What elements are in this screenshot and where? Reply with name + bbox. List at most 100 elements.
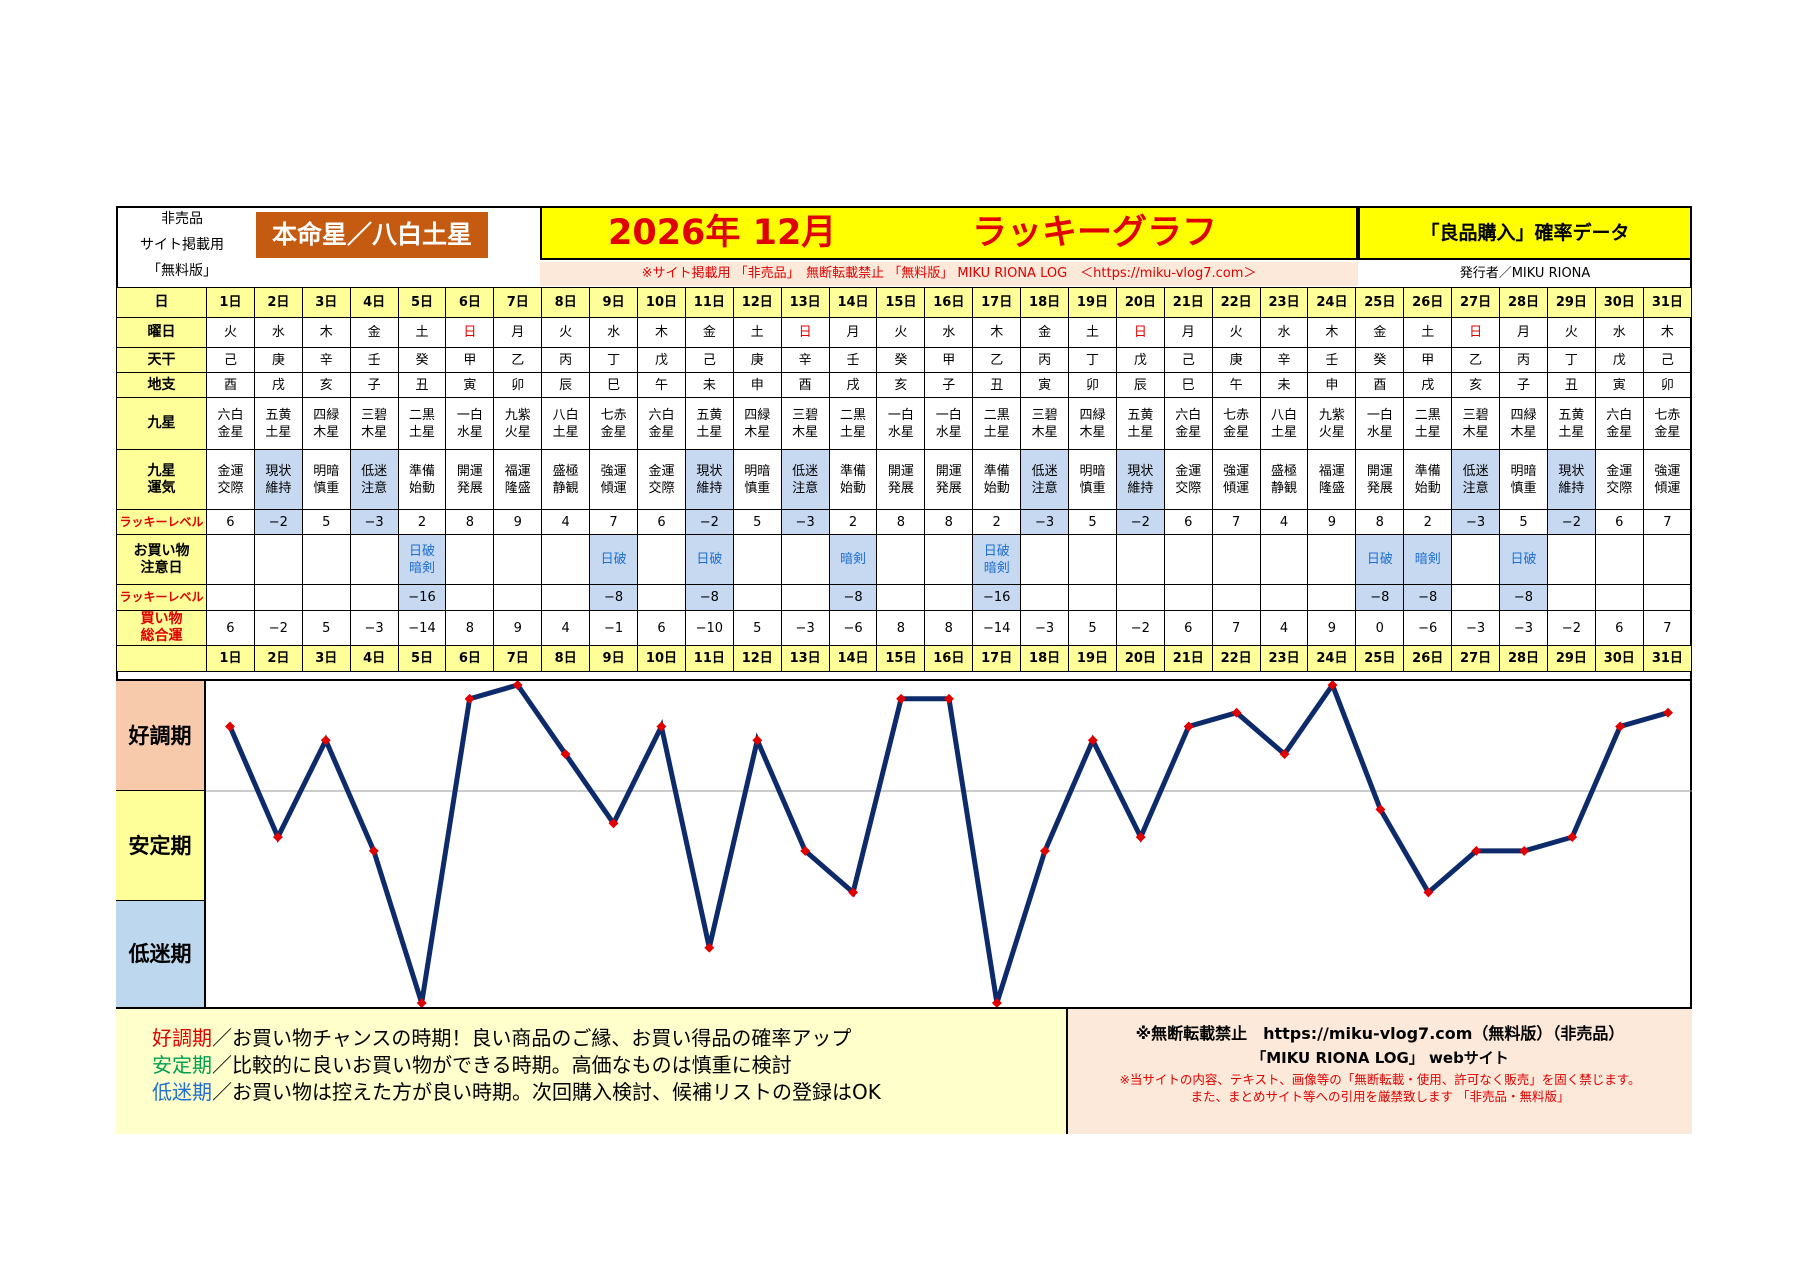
- zone-stable: 安定期: [116, 791, 206, 901]
- cell: [876, 584, 926, 611]
- cell: 6: [206, 509, 255, 535]
- cell: 6日: [445, 287, 495, 318]
- cell: 11日: [684, 287, 734, 318]
- cell: 24日: [1307, 645, 1357, 672]
- cell: 丙: [1499, 347, 1548, 373]
- cell: 4日: [349, 287, 399, 318]
- year-month: 2026年 12月: [608, 213, 837, 253]
- cell: [1451, 534, 1501, 585]
- cell: 8: [445, 610, 495, 646]
- data-point-9: [608, 818, 619, 829]
- cell: −8: [589, 584, 639, 611]
- main-star-badge: 本命星／八白土星: [256, 212, 488, 258]
- cell: 金運 交際: [206, 449, 255, 510]
- cell: 子: [924, 372, 974, 398]
- cell: 寅: [445, 372, 495, 398]
- cell: [493, 534, 543, 585]
- data-point-25: [1375, 804, 1386, 815]
- cell: [206, 584, 255, 611]
- free-edition-label: 「無料版」: [147, 263, 217, 279]
- cell: [1642, 584, 1693, 611]
- cell: −8: [684, 584, 734, 611]
- cell: 5: [1068, 509, 1117, 535]
- cell: [301, 584, 351, 611]
- cell: 11日: [684, 645, 734, 672]
- cell: 7: [1642, 610, 1693, 646]
- cell: [876, 534, 926, 585]
- cell: 8: [876, 610, 926, 646]
- data-point-24: [1327, 681, 1338, 690]
- cell: 木: [637, 317, 686, 348]
- cell: 明暗 慎重: [301, 449, 351, 510]
- cell: 戊: [637, 347, 686, 373]
- cell: [1068, 584, 1117, 611]
- probability-title: 「良品購入」確率データ: [1358, 206, 1692, 260]
- series-line: [227, 681, 1669, 1004]
- cell: −3: [1020, 610, 1070, 646]
- cell: 酉: [1355, 372, 1405, 398]
- cell: 丑: [397, 372, 447, 398]
- cell: 5: [1068, 610, 1117, 646]
- cell: 17日: [972, 287, 1022, 318]
- data-point-10: [656, 721, 667, 732]
- copyright-line-1: ※無断転載禁止 https://miku-vlog7.com（無料版）（非売品）: [1135, 1024, 1625, 1043]
- cell: 二黒 土星: [828, 397, 878, 450]
- cell: 酉: [780, 372, 830, 398]
- cell: 丙: [541, 347, 591, 373]
- cell: 壬: [349, 347, 399, 373]
- fortune-table: 日 1日 2日 3日 4日 5日 6日 7日 8日 9日 10日 11日 12日 13日 14日 15日 16日…: [116, 287, 1693, 672]
- cell: 4日: [349, 645, 399, 672]
- cell: 盛極 静観: [541, 449, 591, 510]
- cell: 12日: [732, 287, 782, 318]
- cell: 日破 暗剣: [397, 534, 447, 585]
- cell: [637, 534, 686, 585]
- cell: [1259, 534, 1309, 585]
- cell: 戌: [253, 372, 303, 398]
- cell: 7: [1211, 509, 1261, 535]
- cell: [780, 584, 830, 611]
- cell: −3: [1451, 509, 1501, 535]
- cell: 31日: [1642, 287, 1693, 318]
- cell: 6: [1594, 610, 1644, 646]
- cell: 金運 交際: [1594, 449, 1644, 510]
- data-point-27: [1471, 845, 1482, 856]
- cell: 強運 傾運: [589, 449, 639, 510]
- cell: 1日: [206, 645, 255, 672]
- cell: 開運 発展: [445, 449, 495, 510]
- cell: 己: [684, 347, 734, 373]
- fortune-row: 九星 運気 金運 交際 現状 維持 明暗 慎重 低迷 注意 準備 始動 開運 発展 福運 隆盛 盛極 静観 強運 傾運…: [116, 449, 1693, 510]
- cell: −6: [828, 610, 878, 646]
- cell: 三碧 木星: [1451, 397, 1501, 450]
- cell: −14: [397, 610, 447, 646]
- cell: 13日: [780, 645, 830, 672]
- row-label: 九星 運気: [116, 449, 207, 510]
- row-label: ラッキーレベル: [116, 509, 207, 535]
- copyright-box: ※無断転載禁止 https://miku-vlog7.com（無料版）（非売品）…: [1068, 1009, 1692, 1134]
- cell: 日: [445, 317, 495, 348]
- cell: 土: [732, 317, 782, 348]
- cell: 三碧 木星: [780, 397, 830, 450]
- cell: [253, 534, 303, 585]
- cell: −2: [253, 610, 303, 646]
- cell: 明暗 慎重: [1068, 449, 1117, 510]
- cell: 金: [349, 317, 399, 348]
- weekday-row: 曜日火水木金土日月火水木金土日月火水木金土日月火水木金土日月火水木: [116, 317, 1693, 348]
- cell: 四緑 木星: [1068, 397, 1117, 450]
- data-point-17: [991, 998, 1002, 1007]
- cell: 18日: [1020, 645, 1070, 672]
- cell: 日破 暗剣: [972, 534, 1022, 585]
- cell: 29日: [1546, 287, 1596, 318]
- day-row: 日 1日 2日 3日 4日 5日 6日 7日 8日 9日 10日 11日 12日 13日 14日 15日 16日…: [116, 287, 1693, 318]
- cell: 乙: [493, 347, 543, 373]
- cell: 16日: [924, 287, 974, 318]
- cell: 金: [1355, 317, 1405, 348]
- site-label: サイト掲載用: [140, 237, 224, 253]
- cell: 8: [924, 509, 974, 535]
- cell: 壬: [828, 347, 878, 373]
- notice-line: ※サイト掲載用 「非売品」 無断転載禁止 「無料版」 MIKU RIONA LO…: [540, 262, 1358, 286]
- cell: 五黄 土星: [1546, 397, 1596, 450]
- cell: 子: [1499, 372, 1548, 398]
- cell: 午: [1211, 372, 1261, 398]
- cell: 寅: [1594, 372, 1644, 398]
- cell: 六白 金星: [637, 397, 686, 450]
